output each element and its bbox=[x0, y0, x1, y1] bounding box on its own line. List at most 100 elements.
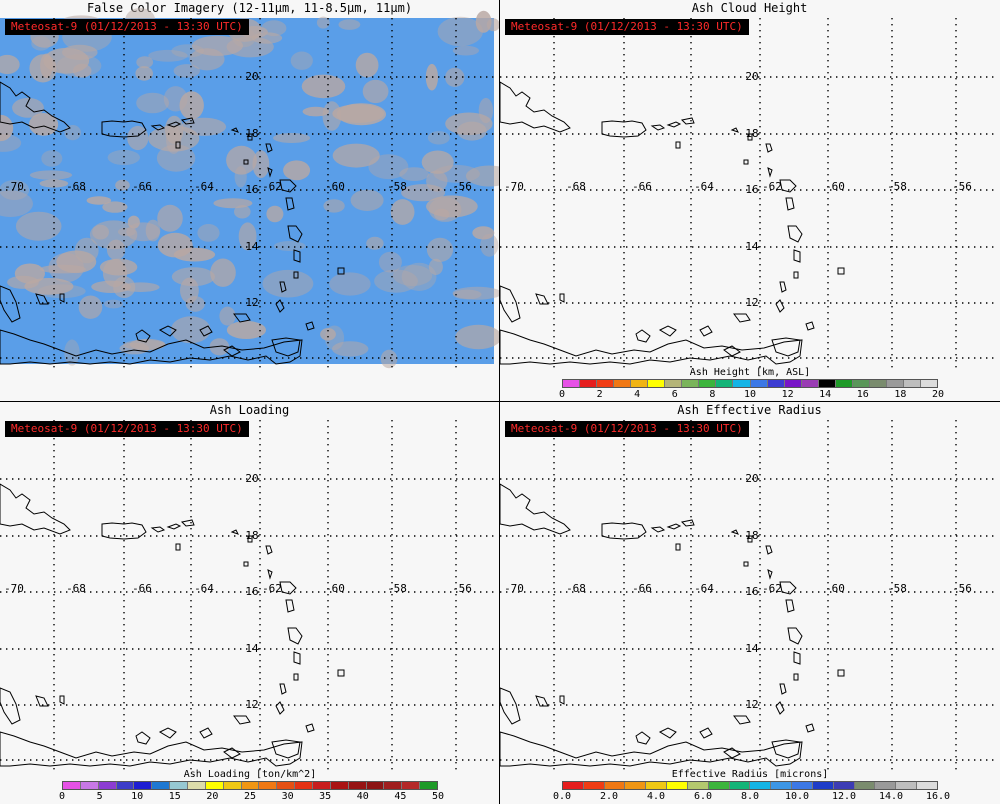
coastline bbox=[787, 225, 803, 243]
colorbar-swatch bbox=[625, 782, 647, 789]
colorbar-tick-label: 15 bbox=[168, 791, 181, 802]
coastline bbox=[279, 179, 297, 193]
colorbar-tick-label: 4 bbox=[634, 389, 641, 400]
colorbar-tick-label: 20 bbox=[206, 791, 219, 802]
colorbar-swatch bbox=[420, 782, 438, 789]
cloud-patch bbox=[238, 222, 257, 251]
coastline bbox=[150, 124, 166, 131]
longitude-label: -66 bbox=[132, 582, 152, 595]
map-false-color: -70 -68 -66 -64 -62 -60 -58 -56 20 18 16 14 12 bbox=[0, 8, 499, 370]
longitude-label: -56 bbox=[452, 180, 472, 193]
colorbar-swatch bbox=[708, 782, 730, 789]
latitude-label: 16 bbox=[245, 183, 258, 196]
colorbar-swatch bbox=[241, 782, 260, 789]
coastline bbox=[837, 267, 845, 275]
colorbar-swatch bbox=[771, 782, 793, 789]
coastline bbox=[785, 599, 795, 613]
graticule bbox=[500, 18, 994, 370]
coastline bbox=[723, 747, 741, 759]
coastline bbox=[101, 120, 147, 138]
coastline bbox=[279, 581, 297, 595]
cloud-patch bbox=[401, 184, 446, 202]
panel-ash-radius: Ash Effective Radius -70 -68 -66 -64 -62 -60-… bbox=[500, 402, 999, 803]
coastline bbox=[180, 519, 195, 527]
colorbar-tick-label: 10 bbox=[743, 389, 757, 400]
longitude-label: -56 bbox=[452, 582, 472, 595]
colorbar-swatch bbox=[134, 782, 153, 789]
cloud-patch bbox=[266, 205, 284, 223]
coastline bbox=[150, 526, 166, 533]
cloud-patch bbox=[302, 106, 329, 117]
cloud-patch bbox=[102, 201, 128, 213]
cloud-patch bbox=[368, 154, 409, 180]
map-ash-loading: -70 -68 -66 -64 -62 -60 -58 -56 20 18 16 14 12 bbox=[0, 420, 494, 772]
coastline bbox=[267, 167, 273, 178]
colorbar-tick-label: 6.0 bbox=[693, 791, 713, 802]
coastline bbox=[730, 127, 739, 133]
panel-divider-horizontal bbox=[0, 401, 1000, 402]
coastline bbox=[779, 581, 797, 595]
colorbar-swatch bbox=[716, 380, 734, 387]
coastline bbox=[779, 179, 797, 193]
coastline bbox=[680, 117, 695, 125]
coastline bbox=[293, 271, 299, 279]
coastline bbox=[271, 739, 301, 759]
coastline bbox=[650, 124, 666, 131]
colorbar-swatch bbox=[875, 782, 897, 789]
coastline bbox=[699, 727, 713, 739]
cloud-patch bbox=[180, 277, 199, 304]
coastline bbox=[265, 545, 273, 555]
colorbar-swatch bbox=[750, 380, 768, 387]
latitude-label: 20 bbox=[245, 472, 258, 485]
cloud-patch bbox=[355, 52, 379, 78]
latitude-label: 20 bbox=[745, 70, 758, 83]
colorbar-swatch bbox=[667, 782, 688, 789]
cloud-patch bbox=[234, 205, 251, 219]
colorbar-swatch bbox=[648, 380, 666, 387]
coastline bbox=[658, 727, 677, 739]
latitude-label: 12 bbox=[745, 296, 758, 309]
cloud-patch bbox=[145, 219, 161, 242]
latitude-label: 14 bbox=[245, 642, 259, 655]
coastline bbox=[293, 651, 301, 665]
cloud-patch bbox=[39, 264, 86, 274]
coastline bbox=[230, 127, 239, 133]
longitude-label: -62 bbox=[262, 582, 282, 595]
cloud-patch bbox=[74, 237, 99, 264]
cloud-patch bbox=[380, 349, 398, 369]
cloud-patch bbox=[472, 226, 495, 240]
colorbar-swatch bbox=[818, 380, 836, 387]
colorbar-swatch bbox=[869, 380, 887, 387]
longitude-label: -64 bbox=[694, 180, 714, 193]
cloud-patch bbox=[171, 316, 211, 344]
coastline bbox=[793, 249, 801, 263]
coastline bbox=[180, 117, 195, 125]
colorbar-swatch bbox=[384, 782, 403, 789]
cloud-patch bbox=[329, 272, 371, 296]
cloud-patch bbox=[273, 133, 311, 143]
colorbar-swatch bbox=[295, 782, 314, 789]
longitude-label: -60 bbox=[325, 582, 345, 595]
cloud-patch bbox=[39, 179, 69, 188]
colorbar-swatch bbox=[188, 782, 206, 789]
coastline bbox=[287, 627, 303, 645]
colorbar-tick-label: 40 bbox=[356, 791, 369, 802]
coastline bbox=[337, 267, 345, 275]
longitude-label: -66 bbox=[132, 180, 152, 193]
cloud-patch bbox=[78, 295, 103, 319]
colorbar-tick-label: 2 bbox=[596, 389, 603, 400]
colorbar-tick-label: 14 bbox=[819, 389, 832, 400]
colorbar-swatch bbox=[733, 380, 751, 387]
satellite-timestamp: Meteosat-9 (01/12/2013 - 13:30 UTC) bbox=[505, 421, 749, 437]
longitude-label: -56 bbox=[952, 582, 972, 595]
cloud-patch bbox=[392, 265, 433, 286]
coastline bbox=[243, 159, 249, 165]
cloud-patch bbox=[171, 267, 215, 287]
coastline bbox=[747, 535, 753, 543]
cloud-patch bbox=[136, 92, 170, 114]
panel-title: Ash Cloud Height bbox=[691, 1, 808, 15]
cloud-patch bbox=[86, 196, 112, 205]
colorbar-title: Ash Height [km, ASL] bbox=[689, 367, 811, 378]
colorbar-swatch bbox=[597, 380, 615, 387]
latitude-label: 20 bbox=[245, 70, 258, 83]
